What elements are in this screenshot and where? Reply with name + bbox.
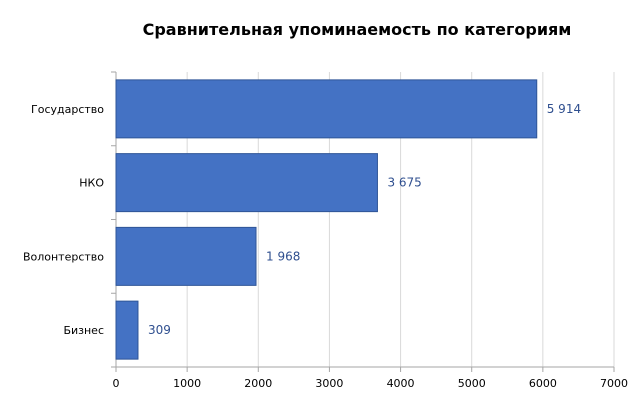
chart-title: Сравнительная упоминаемость по категория… [142, 20, 572, 39]
bar [115, 226, 257, 286]
data-label: 3 675 [387, 176, 421, 190]
category-label: Волонтерство [23, 250, 104, 263]
x-tick-label: 5000 [458, 377, 486, 390]
category-label: НКО [79, 177, 104, 190]
data-label: 5 914 [547, 102, 581, 116]
x-tick-label: 6000 [529, 377, 557, 390]
category-label: Бизнес [63, 324, 104, 337]
data-label: 1 968 [266, 249, 300, 263]
x-tick-label: 3000 [315, 377, 343, 390]
x-tick-label: 1000 [173, 377, 201, 390]
x-tick-label: 4000 [387, 377, 415, 390]
category-label: Государство [31, 103, 104, 116]
bar [115, 79, 538, 139]
x-tick-label: 0 [113, 377, 120, 390]
x-tick-label: 2000 [244, 377, 272, 390]
x-tick-label: 7000 [600, 377, 628, 390]
data-label: 309 [148, 323, 171, 337]
bar [115, 300, 139, 360]
bar [115, 153, 378, 213]
